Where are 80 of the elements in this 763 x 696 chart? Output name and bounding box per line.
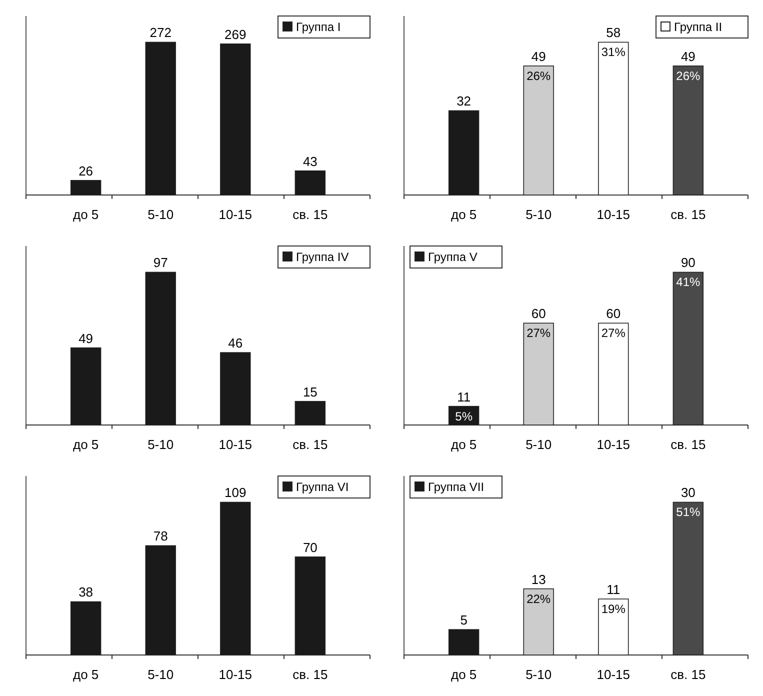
bar [145,272,176,426]
x-tick-label: св. 15 [670,667,706,682]
annotation: 19% [601,602,626,616]
x-tick-label: 5-10 [526,207,552,222]
bar [70,180,102,196]
x-tick-label: 5-10 [526,667,552,682]
x-tick-label: до 5 [72,437,99,452]
bar [70,601,102,656]
data-label: 11 [606,582,620,597]
annotation: 27% [601,326,626,340]
x-tick-label: до 5 [72,207,99,222]
data-label: 60 [531,306,546,322]
data-label: 49 [680,48,696,64]
data-label: 13 [531,572,546,587]
bar [220,352,251,426]
data-label: 11 [457,389,471,404]
bar [145,42,176,196]
legend-label: Группа VI [296,480,349,494]
x-tick-label: 10-15 [218,207,252,222]
annotation: 26% [676,68,701,83]
x-tick-label: 5-10 [148,207,174,222]
x-tick-label: 5-10 [148,437,174,452]
data-label: 49 [78,330,94,346]
x-tick-label: 5-10 [526,437,552,452]
data-label: 78 [153,528,168,544]
annotation: 26% [526,68,551,83]
x-tick-label: 10-15 [218,437,252,452]
x-tick-label: св. 15 [292,437,328,452]
x-tick-label: 10-15 [596,437,630,452]
data-label: 38 [78,584,94,600]
data-label: 32 [456,94,472,109]
data-label: 15 [302,384,318,400]
x-tick-label: 10-15 [218,667,252,682]
bar [70,347,102,426]
data-label: 97 [153,255,168,270]
x-tick-label: до 5 [450,207,477,222]
data-label: 109 [224,485,246,500]
bar [448,629,480,656]
bar [294,400,326,426]
legend-label: Группа II [674,20,722,34]
bar [294,556,326,656]
x-tick-label: 10-15 [596,207,630,222]
data-label: 46 [228,336,243,351]
bar [598,598,629,656]
legend-label: Группа VII [428,480,484,494]
data-label: 26 [78,163,94,178]
legend-label: Группа V [428,250,478,264]
data-label: 60 [606,306,621,322]
data-label: 70 [302,540,318,555]
annotation: 5% [455,409,473,424]
x-tick-label: до 5 [450,667,477,682]
annotation: 27% [526,326,551,340]
annotation: 31% [601,45,626,60]
annotation: 22% [526,592,551,606]
x-tick-label: до 5 [450,437,477,452]
x-tick-label: 10-15 [596,667,630,682]
bar [294,170,326,196]
data-label: 269 [224,26,246,42]
bar [220,44,251,196]
x-tick-label: св. 15 [292,667,328,682]
x-tick-label: до 5 [72,667,99,682]
data-label: 90 [680,255,696,270]
annotation: 41% [676,275,701,290]
x-tick-label: св. 15 [670,437,706,452]
data-label: 30 [680,485,696,500]
data-label: 43 [302,154,318,169]
x-tick-label: св. 15 [292,207,328,222]
data-label: 5 [460,612,468,628]
bar [523,588,554,656]
data-label: 272 [150,25,172,40]
bar [220,502,251,656]
legend-label: Группа IV [296,250,349,264]
data-label: 58 [606,25,621,40]
x-tick-label: св. 15 [670,207,706,222]
data-label: 49 [531,48,546,64]
bar [145,545,176,656]
x-tick-label: 5-10 [148,667,174,682]
annotation: 51% [676,505,701,520]
bar [672,502,704,656]
legend-label: Группа I [296,20,341,34]
